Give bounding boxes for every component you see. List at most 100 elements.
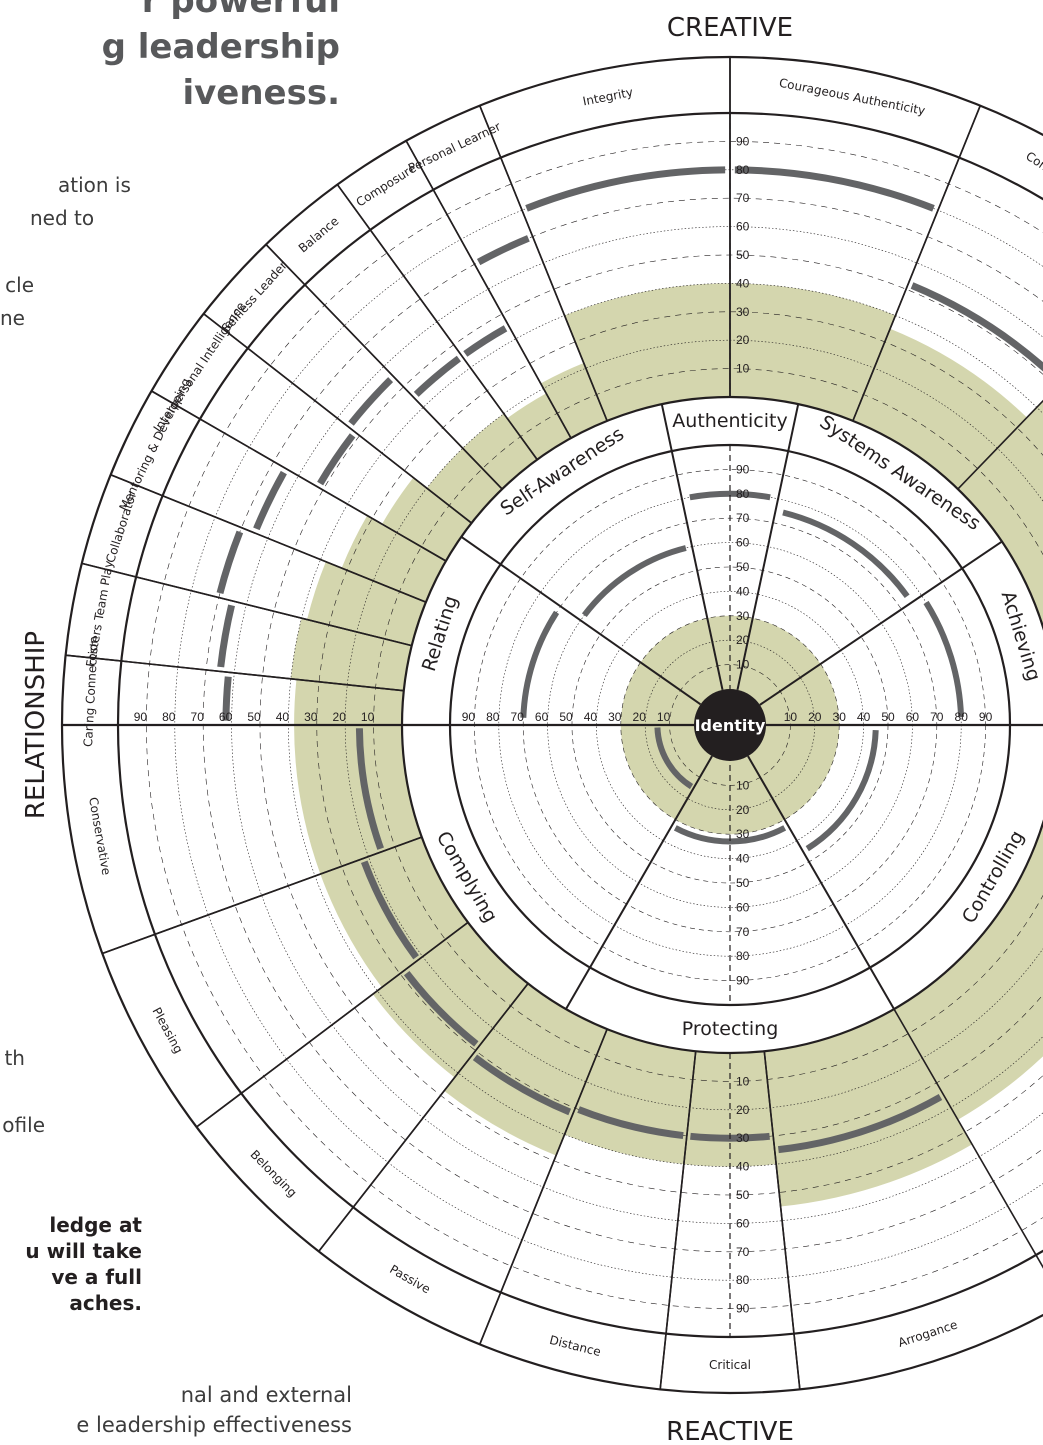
tick-label: 30 bbox=[736, 305, 750, 319]
competency-divider bbox=[852, 105, 981, 422]
tick-label: 50 bbox=[247, 710, 261, 724]
competency-divider bbox=[405, 140, 572, 439]
competency-divider bbox=[81, 562, 412, 647]
body-text-line: ofile bbox=[2, 1113, 45, 1137]
direction-label-top: CREATIVE bbox=[667, 13, 793, 43]
tick-label: 50 bbox=[559, 710, 573, 724]
competency-band bbox=[341, 515, 446, 603]
competency-divider bbox=[203, 313, 473, 524]
competency-score-arc bbox=[577, 1106, 684, 1140]
competency-divider bbox=[957, 399, 1043, 490]
tick-label: 20 bbox=[736, 333, 750, 347]
tick-label: 80 bbox=[486, 710, 500, 724]
tick-label: 80 bbox=[736, 949, 750, 963]
dimension-label: Authenticity bbox=[672, 410, 787, 432]
tick-label: 90 bbox=[736, 462, 750, 476]
tick-label: 80 bbox=[736, 487, 750, 501]
structure-layer bbox=[61, 56, 1043, 1394]
competency-band bbox=[381, 477, 472, 561]
competency-score-arc bbox=[403, 970, 479, 1047]
competency-band bbox=[372, 922, 529, 1078]
tick-label: 70 bbox=[736, 1245, 750, 1259]
headline-line: iveness. bbox=[182, 73, 340, 113]
competency-score-arc bbox=[413, 355, 461, 397]
dimension-divider bbox=[747, 755, 895, 1010]
competency-label: Courageous Authenticity bbox=[778, 76, 926, 118]
dimension-divider bbox=[565, 755, 713, 1010]
tick-label: 70 bbox=[736, 191, 750, 205]
competency-label: Caring Connection bbox=[81, 636, 101, 748]
competency-score-arc bbox=[463, 325, 508, 357]
tick-label: 30 bbox=[833, 710, 847, 724]
tick-label: 40 bbox=[276, 710, 290, 724]
competency-band bbox=[294, 679, 404, 725]
dimension-divider bbox=[736, 403, 800, 690]
competency-band bbox=[894, 400, 1043, 1120]
tick-label: 20 bbox=[633, 710, 647, 724]
competency-divider bbox=[659, 1051, 697, 1390]
body-text-line: ned to bbox=[30, 206, 95, 230]
tick-label: 40 bbox=[736, 276, 750, 290]
score-arc-layer bbox=[216, 166, 1043, 1154]
competency-band bbox=[294, 725, 422, 875]
competency-label: Distance bbox=[548, 1333, 602, 1359]
competency-label: Passive bbox=[387, 1262, 432, 1296]
tick-label: 70 bbox=[191, 710, 205, 724]
tick-label: 20 bbox=[808, 710, 822, 724]
competency-score-arc bbox=[217, 604, 235, 668]
tick-label: 90 bbox=[979, 710, 993, 724]
bold-line: ve a full bbox=[51, 1265, 142, 1289]
dimension-score-arc bbox=[520, 610, 560, 718]
competency-label: Integrity bbox=[582, 85, 635, 108]
dimension-score-arc bbox=[923, 600, 965, 718]
competency-score-arc bbox=[360, 860, 419, 960]
headline-line: g leadership bbox=[101, 27, 340, 67]
tick-label: 80 bbox=[162, 710, 176, 724]
tick-label: 30 bbox=[608, 710, 622, 724]
competency-band bbox=[730, 283, 896, 421]
competency-divider bbox=[336, 184, 538, 461]
direction-label-left: RELATIONSHIP bbox=[21, 631, 51, 819]
body-text-line: cle bbox=[5, 273, 34, 297]
tick-label: 90 bbox=[736, 974, 750, 988]
competency-divider bbox=[893, 1008, 1043, 1269]
tick-label: 50 bbox=[881, 710, 895, 724]
competency-band bbox=[290, 618, 412, 691]
competency-divider bbox=[151, 390, 447, 562]
tick-label: 60 bbox=[736, 900, 750, 914]
competency-label: Pleasing bbox=[149, 1005, 185, 1056]
tick-label: 70 bbox=[930, 710, 944, 724]
tick-label: 70 bbox=[511, 710, 525, 724]
tick-label: 50 bbox=[736, 876, 750, 890]
competency-label: Belonging bbox=[247, 1147, 299, 1200]
competency-divider bbox=[763, 1051, 801, 1390]
tick-label: 60 bbox=[736, 536, 750, 550]
competency-score-arc bbox=[317, 433, 356, 486]
dimension-score-arc bbox=[654, 727, 694, 790]
competency-score-arc bbox=[355, 728, 384, 850]
competency-divider bbox=[65, 654, 404, 692]
tick-label: 80 bbox=[955, 710, 969, 724]
competency-band bbox=[764, 1009, 973, 1207]
tick-label: 40 bbox=[857, 710, 871, 724]
label-layer: 10 10 10 10 10 10 10 20 20 20 20 20 20 20 30 30 30 30 30 30… bbox=[21, 13, 1043, 1445]
competency-divider bbox=[265, 243, 503, 490]
tick-label: 30 bbox=[736, 827, 750, 841]
tick-label: 20 bbox=[736, 803, 750, 817]
competency-score-arc bbox=[472, 1054, 572, 1116]
tick-label: 10 bbox=[736, 362, 750, 376]
competency-divider bbox=[196, 921, 469, 1128]
competency-band bbox=[564, 283, 730, 421]
center-layer: Identity bbox=[694, 689, 766, 761]
identity-label: Identity bbox=[695, 716, 766, 735]
dimension-score-arc bbox=[805, 729, 879, 852]
dimension-divider bbox=[460, 536, 702, 706]
competency-label: Personal Learner bbox=[406, 119, 503, 175]
competency-band bbox=[462, 413, 538, 490]
dimension-score-arc bbox=[581, 545, 687, 618]
tick-label: 40 bbox=[736, 584, 750, 598]
footer-paragraph: nal and external e leadership effectiven… bbox=[0, 1380, 352, 1440]
competency-label: Selfless Leader bbox=[219, 258, 290, 335]
tick-label: 10 bbox=[736, 658, 750, 672]
competency-score-arc bbox=[476, 235, 530, 266]
